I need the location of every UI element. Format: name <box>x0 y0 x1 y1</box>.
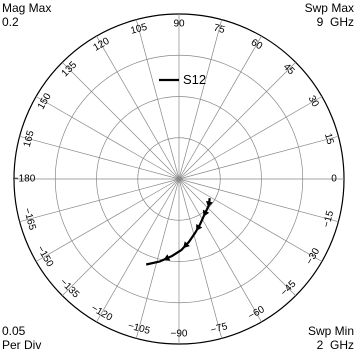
angle-tick-label: 60 <box>249 37 265 52</box>
angle-tick-label: 75 <box>212 23 226 37</box>
legend: S12 <box>159 72 206 87</box>
magnitude-per-div-label: 0.05 Per Div <box>2 324 42 352</box>
radial-line <box>135 178 180 339</box>
angle-tick-label: −60 <box>246 304 267 322</box>
angle-tick-label: −120 <box>89 303 114 324</box>
radial-line <box>62 62 180 180</box>
radial-line <box>19 135 180 180</box>
radial-line <box>62 178 180 296</box>
series-s12 <box>145 198 213 266</box>
direction-arrow <box>183 241 190 249</box>
radial-line <box>178 135 339 180</box>
angle-tick-label: 30 <box>306 94 321 110</box>
radial-line <box>96 35 180 180</box>
radial-line <box>135 19 180 180</box>
radial-line <box>35 96 180 180</box>
radial-line <box>96 178 180 323</box>
radial-line <box>178 35 262 180</box>
angle-tick-label: −150 <box>34 244 55 269</box>
angle-tick-label: 150 <box>36 91 54 111</box>
radial-line <box>35 178 180 262</box>
angle-tick-label: −105 <box>127 320 152 337</box>
angle-tick-label: −75 <box>209 321 229 336</box>
direction-arrow <box>163 254 171 261</box>
angle-tick-label: 120 <box>92 36 112 54</box>
radial-line <box>178 178 223 339</box>
radial-line <box>178 62 296 180</box>
angle-tick-label: 105 <box>129 22 148 37</box>
sweep-max-label: Swp Max 9 GHz <box>304 1 354 29</box>
radial-line <box>19 178 180 223</box>
radial-line <box>178 178 262 323</box>
series-line <box>145 198 211 266</box>
angle-tick-label: −15 <box>321 209 336 229</box>
angle-tick-label: −180 <box>13 174 36 185</box>
sweep-min-label: Swp Min 2 GHz <box>307 324 354 352</box>
legend-label: S12 <box>183 72 206 87</box>
angle-tick-label: 15 <box>322 132 336 146</box>
polar-grid <box>13 13 345 345</box>
angle-tick-label: −165 <box>21 207 38 232</box>
radial-line <box>178 178 323 262</box>
radial-line <box>178 96 323 180</box>
angle-tick-label: −30 <box>304 246 322 267</box>
radial-line <box>178 19 223 180</box>
angle-tick-label: 90 <box>173 19 185 30</box>
magnitude-max-label: Mag Max 0.2 <box>2 1 52 29</box>
radial-line <box>178 178 296 296</box>
angle-tick-label: 0 <box>331 174 337 185</box>
radial-line <box>178 178 339 223</box>
direction-arrow <box>206 200 213 208</box>
angle-tick-label: −90 <box>171 329 188 340</box>
direction-arrow <box>196 224 203 231</box>
angle-tick-label: 165 <box>22 129 37 148</box>
direction-arrow <box>202 209 210 217</box>
